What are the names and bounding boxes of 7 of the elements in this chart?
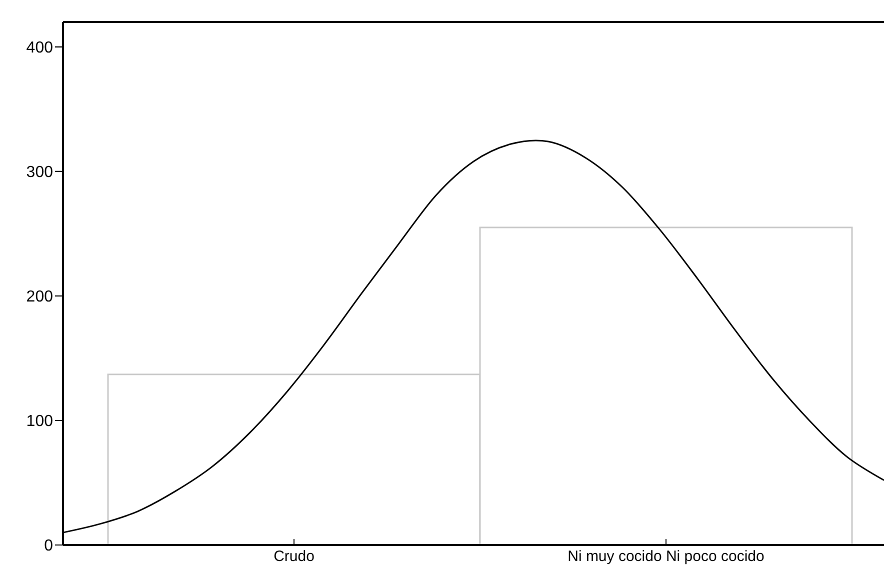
- y-tick-label: 100: [26, 413, 54, 430]
- y-tick-label: 300: [26, 164, 54, 182]
- y-tick-label: 0: [44, 538, 54, 555]
- x-tick-label: Ni muy cocido Ni poco cocido: [568, 548, 764, 565]
- y-tick-label: 200: [26, 288, 54, 306]
- y-tick-label: 400: [26, 40, 54, 57]
- x-tick-label: Crudo: [274, 548, 314, 565]
